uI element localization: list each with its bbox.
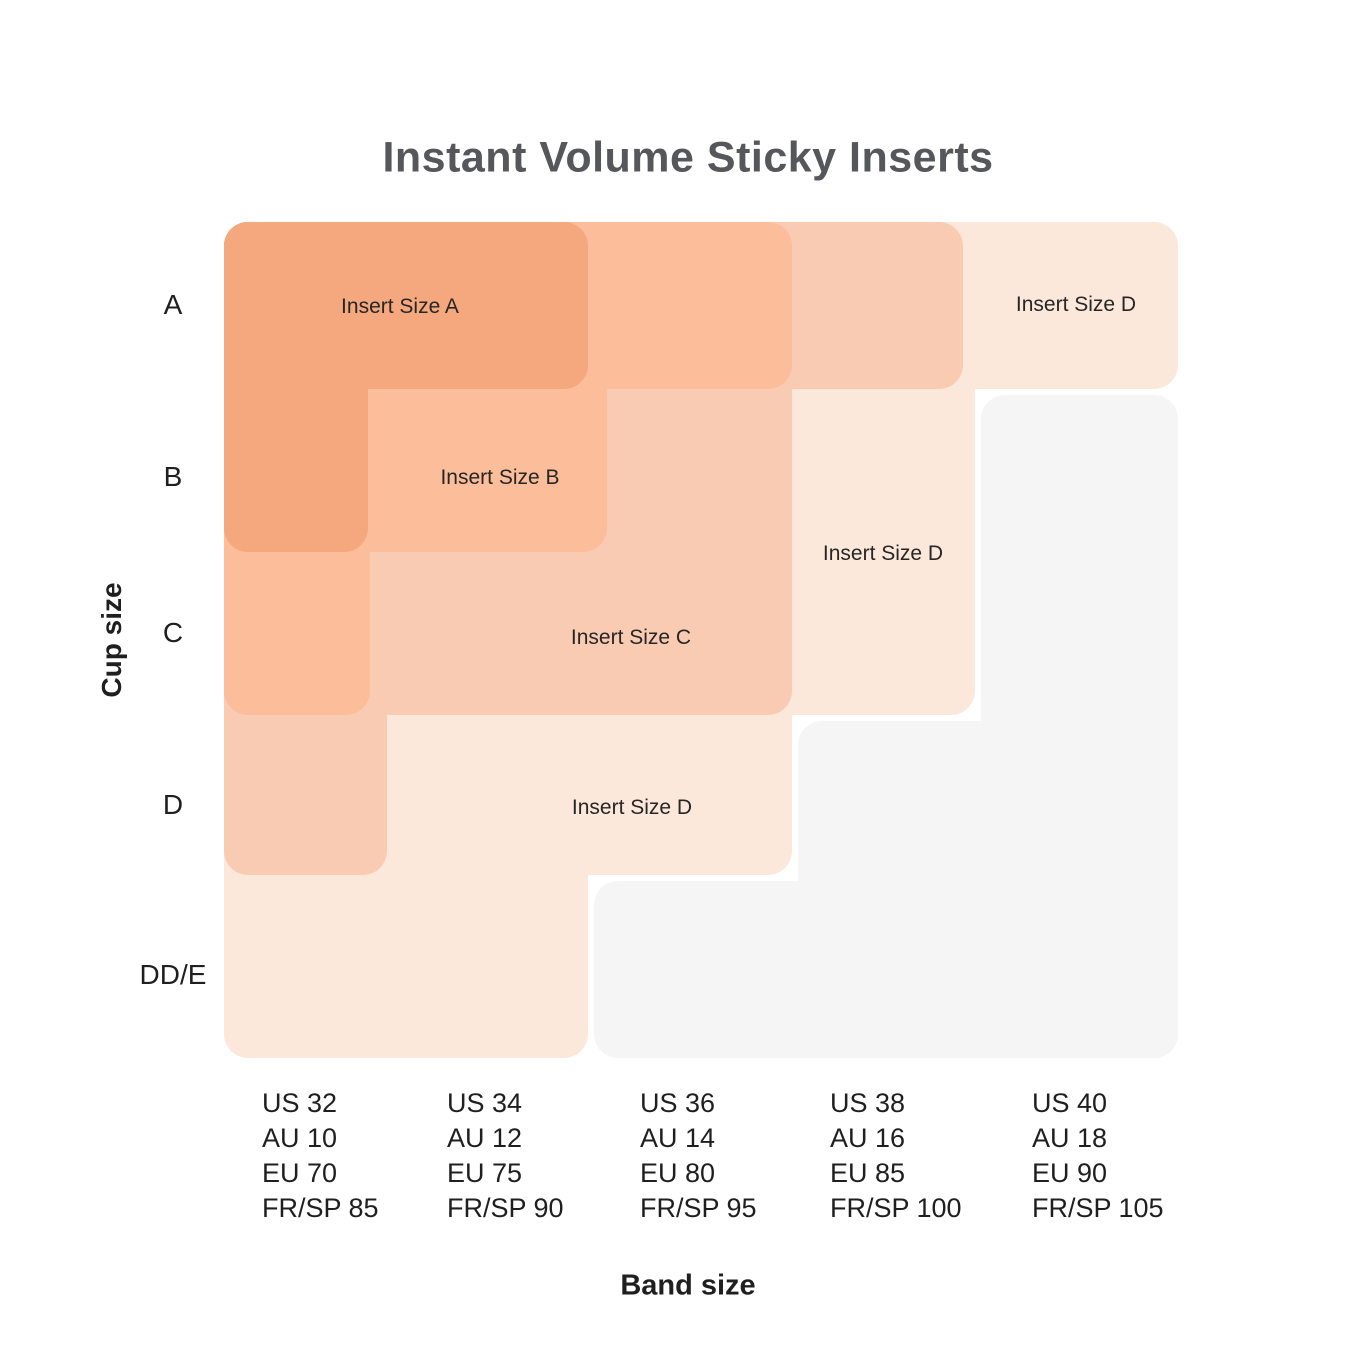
x-tick-line: AU 12 <box>447 1123 523 1153</box>
region-label-insert-size-a: Insert Size A <box>341 295 459 318</box>
x-tick-line: AU 18 <box>1032 1123 1108 1153</box>
x-tick-line: FR/SP 95 <box>640 1193 757 1223</box>
x-tick-line: US 38 <box>830 1088 906 1118</box>
x-tick-line: AU 14 <box>640 1123 716 1153</box>
x-tick-line: FR/SP 85 <box>262 1193 379 1223</box>
x-tick-band-36: US 36 AU 14 EU 80 FR/SP 95 <box>640 1086 757 1226</box>
y-axis-title: Cup size <box>96 582 127 698</box>
y-tick-cup-c: C <box>162 617 184 648</box>
x-tick-line: EU 80 <box>640 1158 716 1188</box>
x-tick-band-34: US 34 AU 12 EU 75 FR/SP 90 <box>447 1086 564 1226</box>
x-tick-line: FR/SP 105 <box>1032 1193 1164 1223</box>
insert-size-chart: Insert Size A Insert Size B Insert Size … <box>224 222 1178 1058</box>
x-tick-line: EU 85 <box>830 1158 906 1188</box>
x-tick-line: FR/SP 100 <box>830 1193 962 1223</box>
x-tick-line: US 40 <box>1032 1088 1108 1118</box>
region-label-insert-size-c: Insert Size C <box>570 626 692 649</box>
region-label-insert-size-d-right: Insert Size D <box>1015 293 1137 316</box>
x-tick-band-40: US 40 AU 18 EU 90 FR/SP 105 <box>1032 1086 1164 1226</box>
region-label-insert-size-b: Insert Size B <box>440 466 560 489</box>
region-a-rect <box>224 222 368 552</box>
x-tick-line: AU 16 <box>830 1123 906 1153</box>
x-axis-title: Band size <box>620 1269 756 1302</box>
x-tick-band-32: US 32 AU 10 EU 70 FR/SP 85 <box>262 1086 379 1226</box>
y-tick-cup-b: B <box>163 461 183 492</box>
x-tick-line: EU 90 <box>1032 1158 1108 1188</box>
x-tick-line: US 34 <box>447 1088 523 1118</box>
x-tick-band-38: US 38 AU 16 EU 85 FR/SP 100 <box>830 1086 962 1226</box>
region-unavailable-rect <box>594 881 1178 1058</box>
page-title: Instant Volume Sticky Inserts <box>382 133 994 182</box>
x-tick-line: EU 70 <box>262 1158 338 1188</box>
x-tick-line: FR/SP 90 <box>447 1193 564 1223</box>
x-tick-line: EU 75 <box>447 1158 523 1188</box>
x-tick-line: AU 10 <box>262 1123 338 1153</box>
region-label-insert-size-d-mid: Insert Size D <box>822 542 944 565</box>
y-tick-cup-a: A <box>163 289 183 320</box>
y-tick-cup-d: D <box>162 789 184 820</box>
y-tick-cup-dde: DD/E <box>139 959 207 990</box>
region-label-insert-size-d-bottom: Insert Size D <box>571 796 693 819</box>
x-tick-line: US 32 <box>262 1088 338 1118</box>
x-tick-line: US 36 <box>640 1088 716 1118</box>
